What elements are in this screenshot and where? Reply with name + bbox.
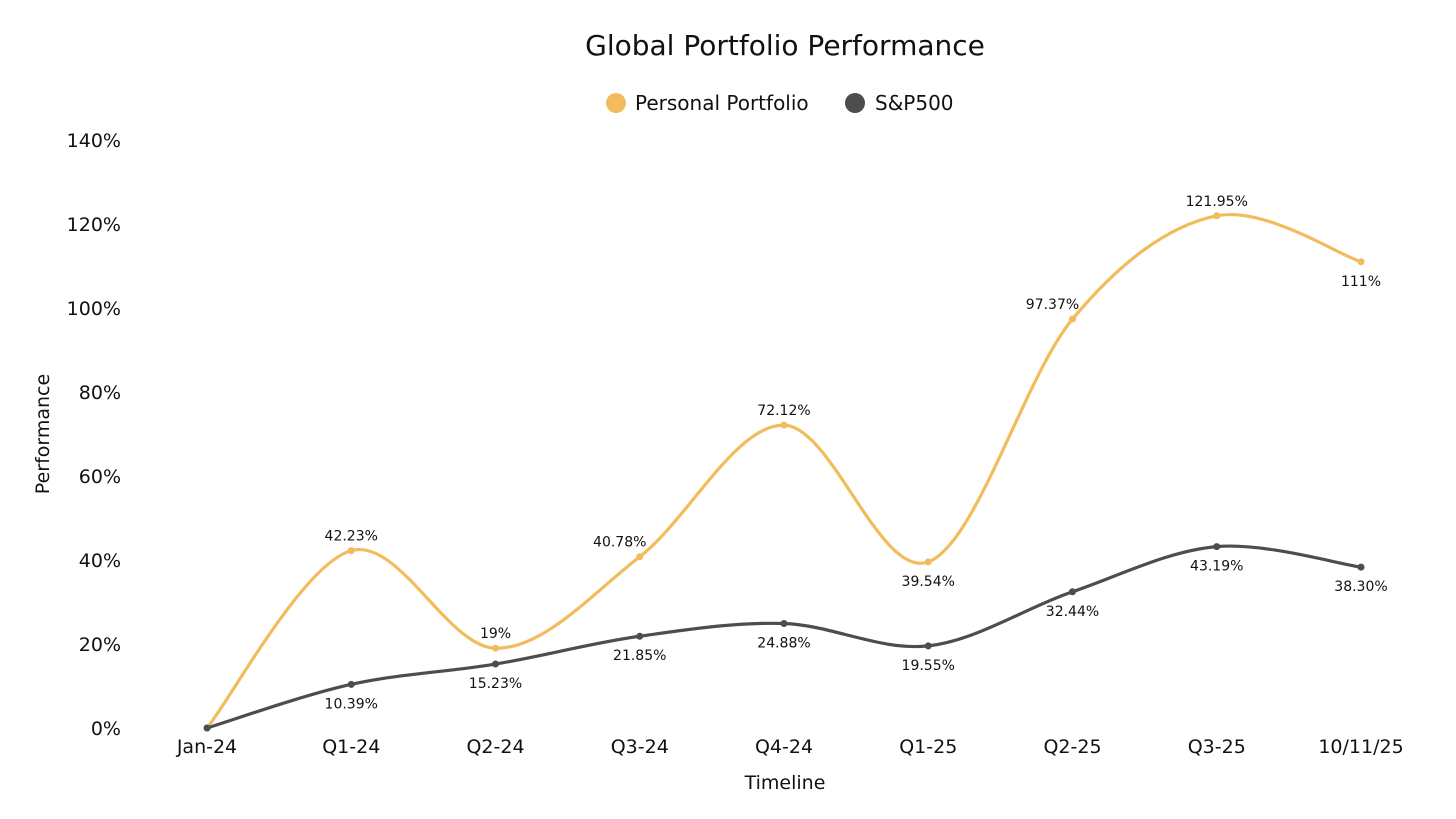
data-point-personal-portfolio[interactable] <box>347 547 355 555</box>
y-tick-label: 100% <box>67 298 121 320</box>
series-layer <box>203 212 1365 732</box>
data-point-personal-portfolio[interactable] <box>492 644 499 652</box>
data-point-personal-portfolio[interactable] <box>636 553 644 561</box>
data-label-sp500: 32.44% <box>1046 604 1099 620</box>
data-label-sp500: 10.39% <box>325 696 378 712</box>
y-tick-label: 40% <box>79 550 121 572</box>
y-tick-label: 80% <box>79 382 121 404</box>
x-tick-label: Q1-25 <box>899 736 957 758</box>
data-point-personal-portfolio[interactable] <box>780 421 788 429</box>
data-point-sp500[interactable] <box>1213 543 1221 551</box>
data-label-personal-portfolio: 39.54% <box>902 574 955 590</box>
data-label-personal-portfolio: 42.23% <box>325 529 378 545</box>
x-tick-label: Q2-24 <box>466 736 524 758</box>
legend-label-sp500: S&P500 <box>875 91 954 115</box>
x-tick-label: Q4-24 <box>755 736 813 758</box>
y-tick-label: 60% <box>79 466 121 488</box>
data-point-sp500[interactable] <box>924 642 932 650</box>
data-point-sp500[interactable] <box>492 660 499 668</box>
legend-item-personal-portfolio[interactable]: Personal Portfolio <box>606 91 809 115</box>
x-tick-label: Q1-24 <box>322 736 380 758</box>
x-tick-label: Q3-24 <box>611 736 669 758</box>
chart-title: Global Portfolio Performance <box>585 29 985 62</box>
data-point-sp500[interactable] <box>1357 563 1365 571</box>
y-tick-label: 0% <box>91 718 121 740</box>
data-label-sp500: 24.88% <box>757 636 810 652</box>
data-label-personal-portfolio: 40.78% <box>593 535 646 551</box>
data-point-personal-portfolio[interactable] <box>1357 258 1365 266</box>
data-label-sp500: 43.19% <box>1190 559 1243 575</box>
data-label-sp500: 38.30% <box>1334 579 1387 595</box>
data-label-personal-portfolio: 19% <box>480 626 511 642</box>
y-axis-title: Performance <box>32 374 54 494</box>
data-label-personal-portfolio: 111% <box>1341 274 1381 290</box>
y-tick-label: 140% <box>67 130 121 152</box>
legend-item-sp500[interactable]: S&P500 <box>845 91 954 115</box>
legend-marker-sp500 <box>845 93 865 113</box>
x-axis-title: Timeline <box>744 772 826 794</box>
x-tick-label: 10/11/25 <box>1318 736 1403 758</box>
y-tick-label: 20% <box>79 634 121 656</box>
data-point-sp500[interactable] <box>203 724 211 732</box>
legend-marker-personal-portfolio <box>606 93 626 113</box>
y-axis-ticks: 0% 20% 40% 60% 80% 100% 120% 140% <box>67 130 121 740</box>
x-tick-label: Jan-24 <box>176 736 237 758</box>
data-label-personal-portfolio: 121.95% <box>1186 194 1248 210</box>
data-labels: 42.23% 19% 40.78% 72.12% 39.54% 97.37% 121.95%… <box>325 194 1388 713</box>
data-label-sp500: 21.85% <box>613 648 666 664</box>
x-tick-label: Q2-25 <box>1043 736 1101 758</box>
data-point-sp500[interactable] <box>780 620 788 628</box>
data-point-sp500[interactable] <box>1069 588 1076 596</box>
legend-label-personal-portfolio: Personal Portfolio <box>635 91 809 115</box>
x-tick-label: Q3-25 <box>1188 736 1246 758</box>
data-point-sp500[interactable] <box>347 680 355 688</box>
data-label-personal-portfolio: 97.37% <box>1026 297 1079 313</box>
legend: Personal Portfolio S&P500 <box>606 91 954 115</box>
data-point-personal-portfolio[interactable] <box>1069 315 1076 323</box>
data-point-personal-portfolio[interactable] <box>924 558 932 566</box>
data-point-personal-portfolio[interactable] <box>1213 212 1221 220</box>
data-label-sp500: 19.55% <box>902 658 955 674</box>
x-axis-ticks: Jan-24 Q1-24 Q2-24 Q3-24 Q4-24 Q1-25 Q2-25 Q3-2… <box>176 736 1404 758</box>
data-label-personal-portfolio: 72.12% <box>757 403 810 419</box>
data-point-sp500[interactable] <box>636 632 644 640</box>
y-tick-label: 120% <box>67 214 121 236</box>
data-label-sp500: 15.23% <box>469 676 522 692</box>
